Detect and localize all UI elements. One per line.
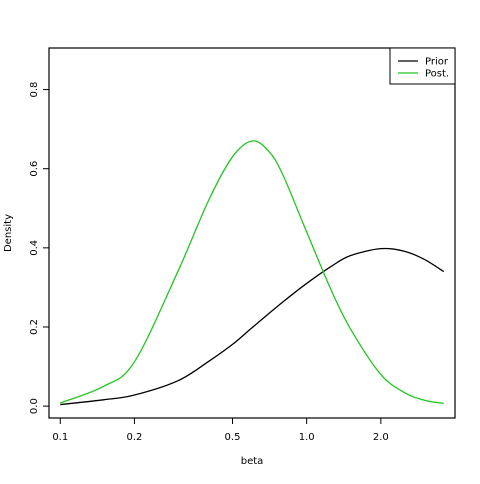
x-tick-label: 0.1 <box>52 432 68 443</box>
series-line-prior <box>60 247 445 406</box>
y-tick-label: 0.0 <box>29 398 40 414</box>
y-tick-label: 0.8 <box>29 82 40 98</box>
x-axis-label: beta <box>241 456 264 467</box>
x-axis: 0.1 0.2 0.5 1.0 2.0 <box>52 418 389 443</box>
series-line-posterior <box>60 140 444 405</box>
legend-label: Prior <box>425 57 449 68</box>
x-tick-label: 2.0 <box>373 432 389 443</box>
y-tick-label: 0.6 <box>29 161 40 177</box>
legend-box <box>389 47 456 85</box>
legend-label: Post. <box>425 69 449 80</box>
y-axis: 0.0 0.2 0.4 0.6 0.8 <box>29 82 49 414</box>
y-tick-label: 0.2 <box>29 319 40 335</box>
x-tick-label: 0.2 <box>126 432 142 443</box>
y-axis-label: Density <box>3 214 14 252</box>
y-tick-label: 0.4 <box>29 240 40 256</box>
x-tick-label: 1.0 <box>299 432 315 443</box>
plot-frame <box>48 47 456 419</box>
series-layer <box>60 140 445 406</box>
x-tick-label: 0.5 <box>225 432 241 443</box>
